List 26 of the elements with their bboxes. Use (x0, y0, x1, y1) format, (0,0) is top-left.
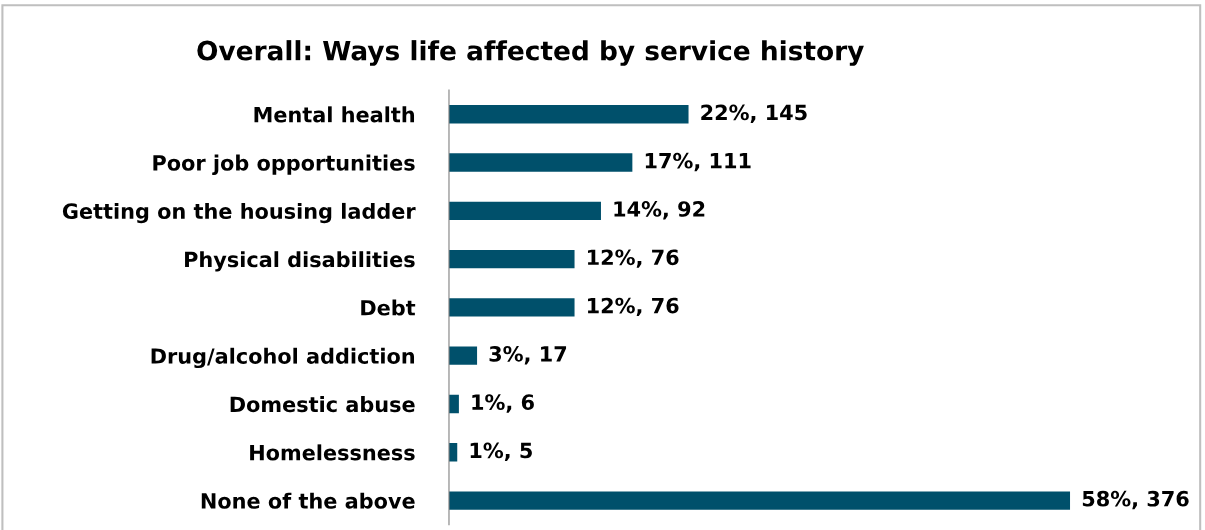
data-label: 17%, 111 (645, 152, 751, 172)
y-tick-label: Drug/alcohol addiction (151, 347, 415, 369)
y-tick-label: Domestic abuse (230, 396, 415, 413)
bar (448, 201, 601, 220)
data-label: 12%, 76 (588, 249, 679, 268)
data-label: 1%, 5 (470, 442, 532, 461)
y-tick-label: Homelessness (250, 444, 415, 461)
chart-title: Overall: Ways life affected by service history (197, 40, 864, 66)
bar (448, 491, 1071, 510)
data-label: 22%, 145 (701, 104, 807, 123)
y-tick-label: Mental health (254, 106, 415, 123)
y-tick-label: Physical disabilities (185, 251, 415, 272)
y-tick-label: None of the above (201, 492, 415, 509)
data-label: 14%, 92 (614, 201, 705, 220)
bar (448, 249, 575, 269)
data-label: 3%, 17 (489, 345, 567, 365)
bar (448, 153, 633, 172)
bar (448, 298, 575, 317)
data-label: 12%, 76 (588, 297, 679, 317)
y-tick-label: Poor job opportunities (153, 154, 415, 175)
y-tick-label: Debt (361, 299, 416, 316)
y-tick-label: Getting on the housing ladder (62, 202, 416, 224)
data-label: 58%, 376 (1082, 490, 1189, 510)
data-label: 1%, 6 (472, 394, 534, 413)
bar (448, 346, 478, 365)
bar (448, 105, 689, 124)
